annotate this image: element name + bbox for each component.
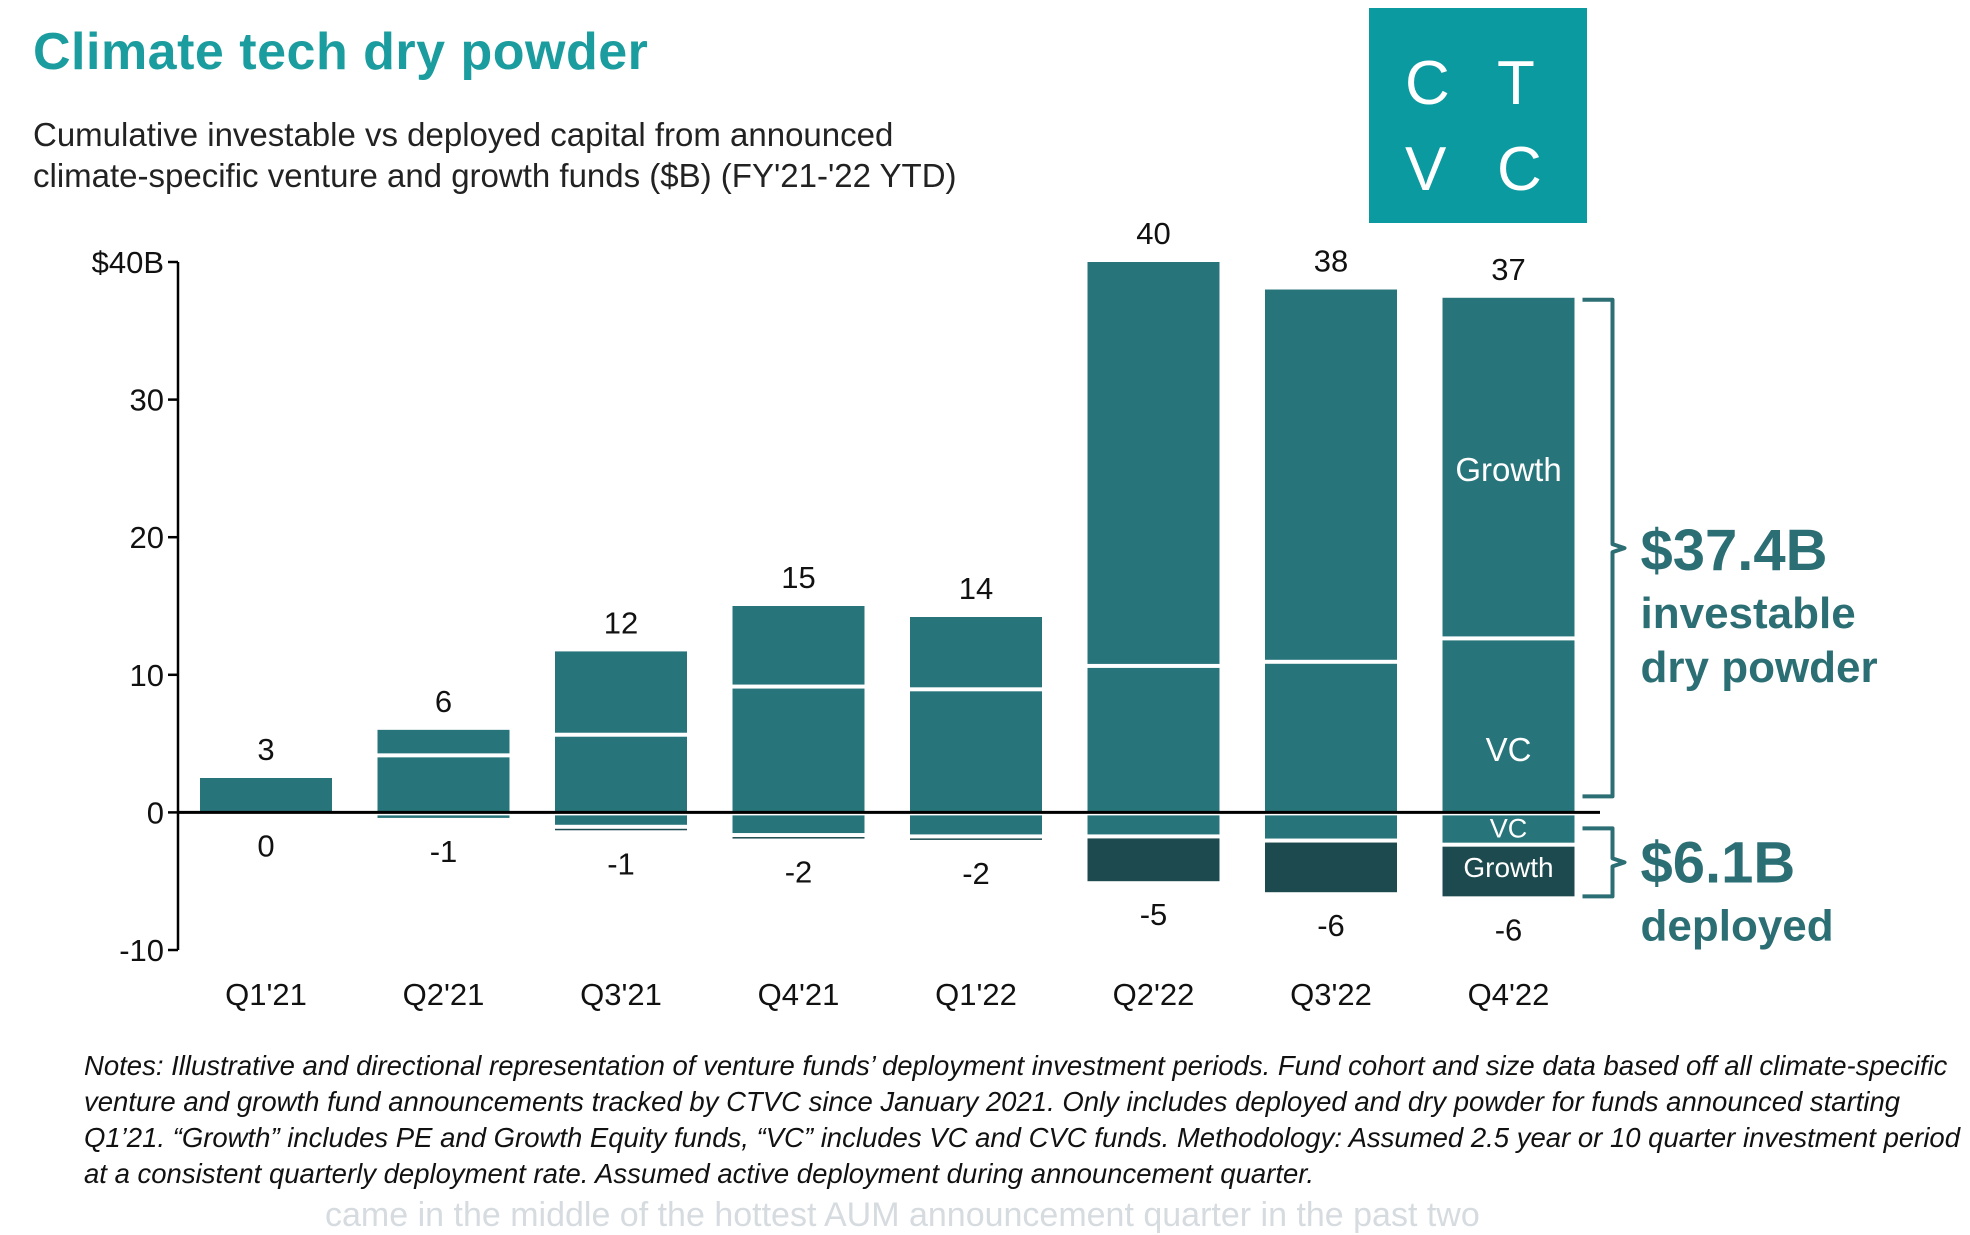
bar-investable-vc	[1442, 640, 1575, 813]
bar-deployed-growth	[555, 828, 687, 831]
x-tick-label: Q3'21	[580, 977, 662, 1012]
bar-deployed-growth	[732, 837, 865, 839]
bar-investable-vc	[732, 688, 865, 813]
callout-investable-line2: dry powder	[1641, 643, 1878, 692]
segment-label-investable-vc: VC	[1486, 731, 1532, 768]
bar-deployed-growth	[1087, 838, 1220, 882]
chart-title: Climate tech dry powder	[33, 23, 649, 81]
logo-letter: T	[1497, 49, 1535, 118]
bar-deployed-growth	[1265, 842, 1397, 893]
bar-deployed-growth	[1442, 846, 1575, 897]
subtitle-line-1: Cumulative investable vs deployed capita…	[33, 116, 894, 153]
logo-letter: C	[1405, 49, 1450, 118]
y-tick-label: 20	[130, 520, 164, 555]
segment-label-deployed-growth: Growth	[1463, 852, 1553, 883]
brace-investable	[1582, 297, 1627, 799]
bar-investable-growth	[732, 606, 865, 685]
bar-investable-growth	[1087, 262, 1220, 664]
bar-deployed-vc	[732, 815, 865, 834]
segment-label-deployed-vc: VC	[1490, 814, 1528, 844]
x-tick-label: Q2'22	[1113, 977, 1195, 1012]
bar-total-label: 15	[781, 560, 815, 595]
bar-total-label: 14	[959, 571, 993, 606]
bar-deployed-label: 0	[257, 828, 274, 863]
x-tick-label: Q1'22	[935, 977, 1017, 1012]
bar-deployed-label: -1	[607, 846, 635, 881]
bar-investable-growth	[1442, 297, 1575, 637]
bar-total-label: 3	[257, 732, 274, 767]
chart-notes: Notes: Illustrative and directional repr…	[84, 1050, 1961, 1189]
bar-deployed-vc	[910, 815, 1042, 835]
bar-deployed-label: -6	[1495, 912, 1523, 947]
bar-total-label: 6	[435, 684, 452, 719]
bar-investable-vc	[555, 736, 687, 813]
callout-investable-value: $37.4B	[1641, 518, 1828, 583]
ctvc-logo: C T V C	[1369, 8, 1587, 223]
chart-subtitle: Cumulative investable vs deployed capita…	[33, 114, 1133, 196]
subtitle-line-2: climate-specific venture and growth fund…	[33, 157, 957, 194]
bar-investable-growth	[377, 729, 510, 754]
bar-deployed-growth	[910, 838, 1042, 840]
x-tick-label: Q1'21	[225, 977, 307, 1012]
bar-investable-vc	[1265, 663, 1397, 813]
logo-letter: C	[1497, 135, 1542, 204]
x-tick-label: Q4'22	[1468, 977, 1550, 1012]
brace-deployed	[1582, 826, 1627, 899]
bar-deployed-vc	[377, 815, 510, 818]
bar-investable-growth	[555, 651, 687, 733]
bar-investable-growth	[910, 617, 1042, 688]
logo-letter: V	[1405, 135, 1447, 204]
bar-deployed-vc	[1265, 815, 1397, 839]
bar-deployed-label: -2	[962, 856, 990, 891]
y-tick-label: $40B	[92, 245, 164, 280]
bar-investable-vc	[1087, 667, 1220, 813]
bar-deployed-label: -1	[430, 834, 458, 869]
bar-total-label: 12	[604, 605, 638, 640]
bar-investable-vc	[200, 778, 332, 813]
bar-deployed-vc	[555, 815, 687, 825]
bar-investable-vc	[377, 757, 510, 813]
footer-ghost-text: came in the middle of the hottest AUM an…	[325, 1196, 1480, 1234]
bar-deployed-vc	[1087, 815, 1220, 835]
callout-investable-line1: investable	[1641, 589, 1856, 638]
bar-total-label: 37	[1491, 252, 1525, 287]
callout-deployed-value: $6.1B	[1641, 830, 1796, 895]
y-tick-label: 30	[130, 383, 164, 418]
bar-investable-vc	[910, 691, 1042, 813]
bar-deployed-vc	[1442, 815, 1575, 843]
y-tick-label: 0	[147, 795, 164, 830]
bar-investable-growth	[1265, 289, 1397, 660]
y-tick-label: 10	[130, 658, 164, 693]
y-tick-label: -10	[119, 933, 164, 968]
bar-total-label: 38	[1314, 244, 1348, 279]
x-tick-label: Q2'21	[403, 977, 485, 1012]
x-tick-label: Q3'22	[1290, 977, 1372, 1012]
bar-deployed-label: -5	[1140, 897, 1168, 932]
bar-deployed-label: -6	[1317, 908, 1345, 943]
segment-label-investable-growth: Growth	[1455, 451, 1561, 488]
callout-deployed-line1: deployed	[1641, 901, 1834, 950]
bar-total-label: 40	[1136, 216, 1170, 251]
x-tick-label: Q4'21	[758, 977, 840, 1012]
bar-deployed-label: -2	[785, 855, 813, 890]
